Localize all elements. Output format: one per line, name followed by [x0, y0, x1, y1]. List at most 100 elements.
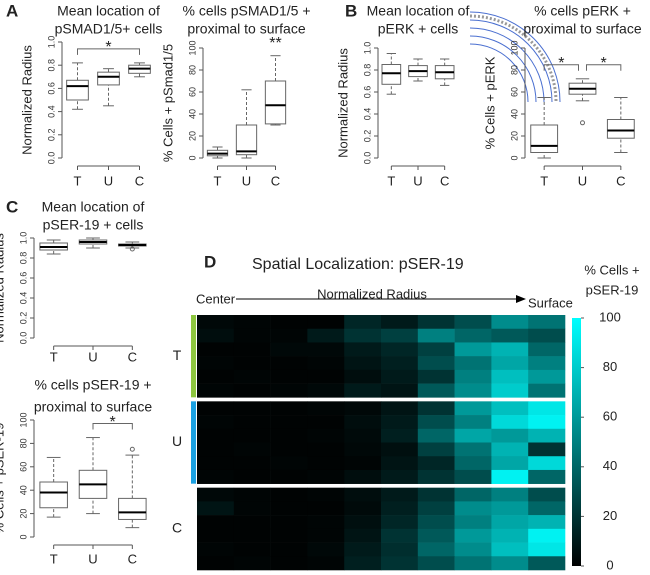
heat-cell	[491, 469, 529, 484]
y-axis-label: Normalized Radius	[335, 48, 350, 158]
colorbar	[572, 318, 581, 566]
heat-cell	[491, 456, 529, 471]
panel-letter: B	[345, 1, 357, 20]
heat-cell	[344, 383, 382, 398]
heat-cell	[381, 456, 419, 471]
heat-cell	[197, 415, 235, 430]
heat-cell	[344, 515, 382, 530]
heat-cell	[454, 556, 492, 571]
heat-cell	[491, 515, 529, 530]
y-tick-label: 0.4	[46, 105, 56, 118]
heat-cell	[528, 456, 566, 471]
axis-arrowhead	[516, 295, 526, 303]
y-axis-label: % Cells + pSmad1/5	[160, 44, 175, 162]
heat-cell	[344, 469, 382, 484]
heat-cell	[417, 315, 455, 330]
heat-cell	[417, 369, 455, 384]
y-tick-label: 0.8	[18, 252, 28, 265]
y-tick-label: 0.6	[18, 272, 28, 285]
heat-cell	[270, 315, 308, 330]
heat-cell	[233, 456, 271, 471]
heat-cell	[197, 556, 235, 571]
group-label: U	[172, 433, 182, 449]
heat-cell	[270, 501, 308, 516]
heat-cell	[417, 469, 455, 484]
outlier	[129, 246, 135, 252]
heat-cell	[491, 415, 529, 430]
heat-cell	[454, 515, 492, 530]
heat-cell	[491, 542, 529, 557]
heat-cell	[344, 556, 382, 571]
heat-cell	[307, 415, 345, 430]
heat-cell	[528, 528, 566, 543]
y-tick-label: 0	[509, 155, 519, 160]
group-bar	[191, 315, 196, 398]
heat-cell	[528, 487, 566, 502]
heat-cell	[197, 383, 235, 398]
heat-cell	[270, 442, 308, 457]
heat-cell	[197, 528, 235, 543]
box	[381, 64, 402, 85]
heat-cell	[381, 315, 419, 330]
heat-cell	[528, 356, 566, 371]
group-bar	[191, 487, 196, 570]
y-tick-label: 0.2	[18, 312, 28, 325]
chart-title: % cells pSMAD1/5 +	[183, 3, 311, 19]
significance-bracket	[77, 48, 140, 55]
heat-cell	[233, 487, 271, 502]
y-tick-label: 0.4	[18, 292, 28, 305]
heat-cell	[417, 442, 455, 457]
heat-cell	[528, 542, 566, 557]
heat-cell	[197, 428, 235, 443]
y-tick-label: 1.0	[18, 232, 28, 245]
y-tick-label: 0	[18, 534, 28, 539]
heat-cell	[197, 542, 235, 557]
outlier	[580, 120, 585, 126]
y-tick-label: 80	[187, 65, 197, 75]
heat-cell	[381, 469, 419, 484]
heat-cell	[381, 383, 419, 398]
y-axis-label: % Cells + pERK	[482, 56, 497, 149]
y-tick-label: 0.0	[46, 152, 56, 165]
heat-cell	[528, 556, 566, 571]
x-tick-label: C	[271, 173, 280, 188]
heat-cell	[344, 328, 382, 343]
y-tick-label: 40	[509, 109, 519, 119]
y-tick-label: 0.2	[46, 129, 56, 142]
heat-cell	[307, 315, 345, 330]
heat-cell	[197, 456, 235, 471]
heat-cell	[491, 401, 529, 416]
outlier	[129, 446, 135, 452]
x-tick-label: C	[440, 173, 449, 188]
heat-cell	[454, 442, 492, 457]
heat-cell	[344, 456, 382, 471]
heat-cell	[197, 315, 235, 330]
heat-cell	[417, 428, 455, 443]
box	[606, 119, 635, 139]
heat-cell	[233, 442, 271, 457]
heat-cell	[417, 401, 455, 416]
y-tick-label: 80	[18, 438, 28, 448]
heat-cell	[454, 315, 492, 330]
y-tick-label: 40	[18, 485, 28, 495]
x-tick-label: T	[387, 173, 395, 188]
heat-cell	[454, 456, 492, 471]
heat-cell	[233, 401, 271, 416]
x-start-label: Center	[196, 291, 236, 306]
y-axis-label: Normalized Radius	[0, 233, 6, 343]
chart-title: Mean location of	[367, 3, 470, 19]
chart-title: % cells pSER-19 +	[34, 377, 151, 393]
box	[97, 71, 120, 86]
heat-cell	[381, 369, 419, 384]
significance-bracket	[543, 64, 579, 71]
heat-cell	[381, 428, 419, 443]
panel-letter: C	[6, 197, 18, 216]
heat-cell	[381, 401, 419, 416]
heat-cell	[270, 542, 308, 557]
x-tick-label: U	[104, 173, 113, 188]
chart-title: proximal to surface	[187, 21, 305, 37]
heat-cell	[197, 342, 235, 357]
heat-cell	[381, 501, 419, 516]
colorbar-label: % Cells +	[584, 262, 639, 277]
